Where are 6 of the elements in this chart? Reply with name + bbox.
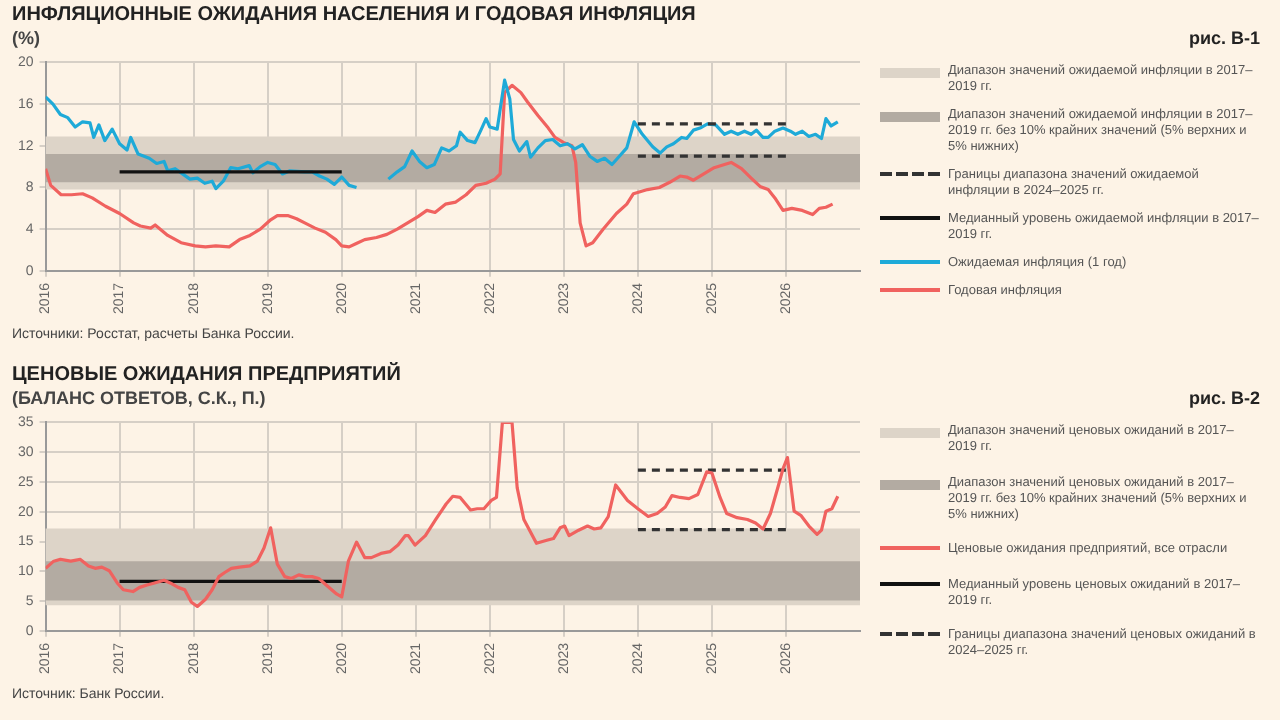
chart-subtitle: (БАЛАНС ОТВЕТОВ, С.К., П.): [12, 388, 266, 408]
chart-title: ИНФЛЯЦИОННЫЕ ОЖИДАНИЯ НАСЕЛЕНИЯ И ГОДОВАЯ ИНФЛЯЦИЯ: [12, 4, 698, 28]
text: рис. В-2: [1188, 388, 1260, 408]
chart-title: ЦЕНОВЫЕ ОЖИДАНИЯ ПРЕДПРИЯТИЙ: [12, 364, 403, 388]
text: рис. В-1: [1188, 28, 1260, 48]
chart-subtitle: (%): [12, 28, 40, 48]
